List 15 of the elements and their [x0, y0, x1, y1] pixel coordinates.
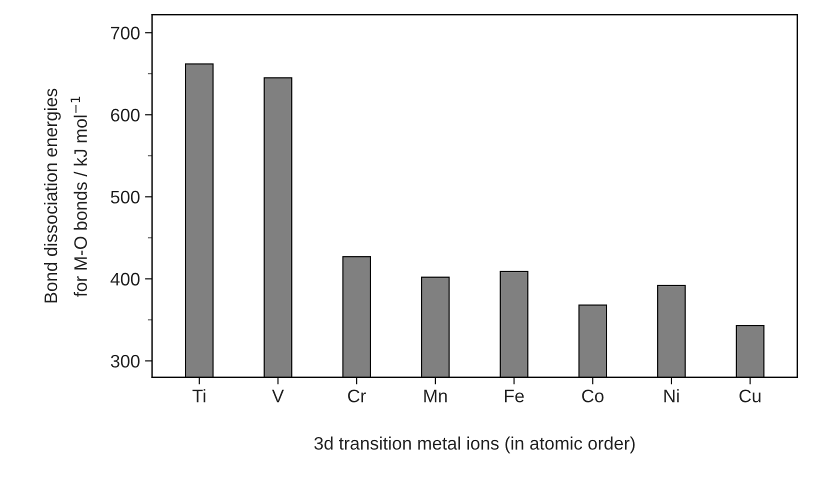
- x-tick-label: Cr: [348, 390, 366, 402]
- y-tick-label: 500: [110, 190, 140, 204]
- y-tick-label: 700: [111, 26, 140, 40]
- x-tick-label: V: [272, 390, 284, 402]
- y-axis-title: Bond dissociation energies for M-O bonds / kJ mol$^{−1}$: [44, 88, 88, 302]
- x-tick-label: Ti: [192, 389, 206, 402]
- y-tick-label: 400: [110, 272, 140, 286]
- x-tick-label: Mn: [424, 390, 447, 402]
- x-tick-label: Cu: [740, 390, 760, 402]
- x-axis-title: 3d transition metal ions (in atomic order): [314, 436, 635, 454]
- y-tick-label: 600: [111, 108, 140, 122]
- y-tick-label: 300: [110, 354, 140, 368]
- x-tick-label: Ni: [664, 389, 679, 402]
- x-tick-label: Co: [582, 390, 604, 402]
- x-tick-label: Fe: [505, 390, 524, 402]
